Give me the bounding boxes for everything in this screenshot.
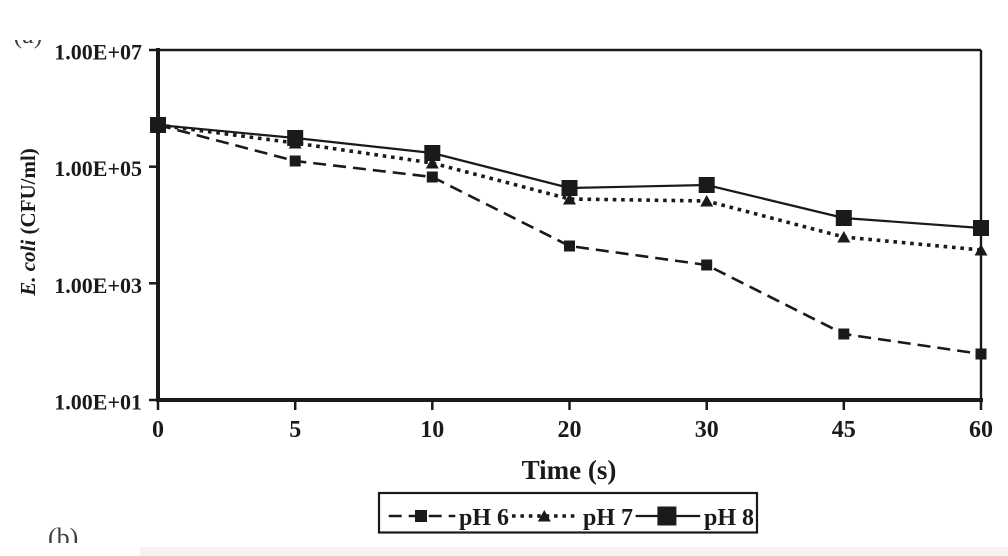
svg-text:5: 5	[289, 417, 301, 443]
svg-text:(a): (a)	[14, 20, 43, 49]
svg-text:pH 7: pH 7	[583, 505, 633, 531]
svg-text:1.00E+03: 1.00E+03	[54, 273, 142, 298]
svg-text:1.00E+05: 1.00E+05	[54, 156, 142, 181]
svg-text:Time (s): Time (s)	[522, 455, 617, 485]
svg-text:45: 45	[832, 417, 856, 443]
svg-text:20: 20	[558, 417, 582, 443]
svg-text:pH 6: pH 6	[459, 505, 509, 531]
svg-text:pH 8: pH 8	[704, 505, 754, 531]
svg-text:10: 10	[420, 417, 444, 443]
svg-text:1.00E+01: 1.00E+01	[54, 390, 142, 415]
svg-text:0: 0	[152, 417, 164, 443]
svg-text:60: 60	[969, 417, 993, 443]
svg-text:(b): (b)	[48, 523, 78, 552]
svg-text:1.00E+07: 1.00E+07	[54, 40, 142, 65]
svg-text:30: 30	[695, 417, 719, 443]
svg-text:E. coli (CFU/ml): E. coli (CFU/ml)	[16, 148, 40, 297]
